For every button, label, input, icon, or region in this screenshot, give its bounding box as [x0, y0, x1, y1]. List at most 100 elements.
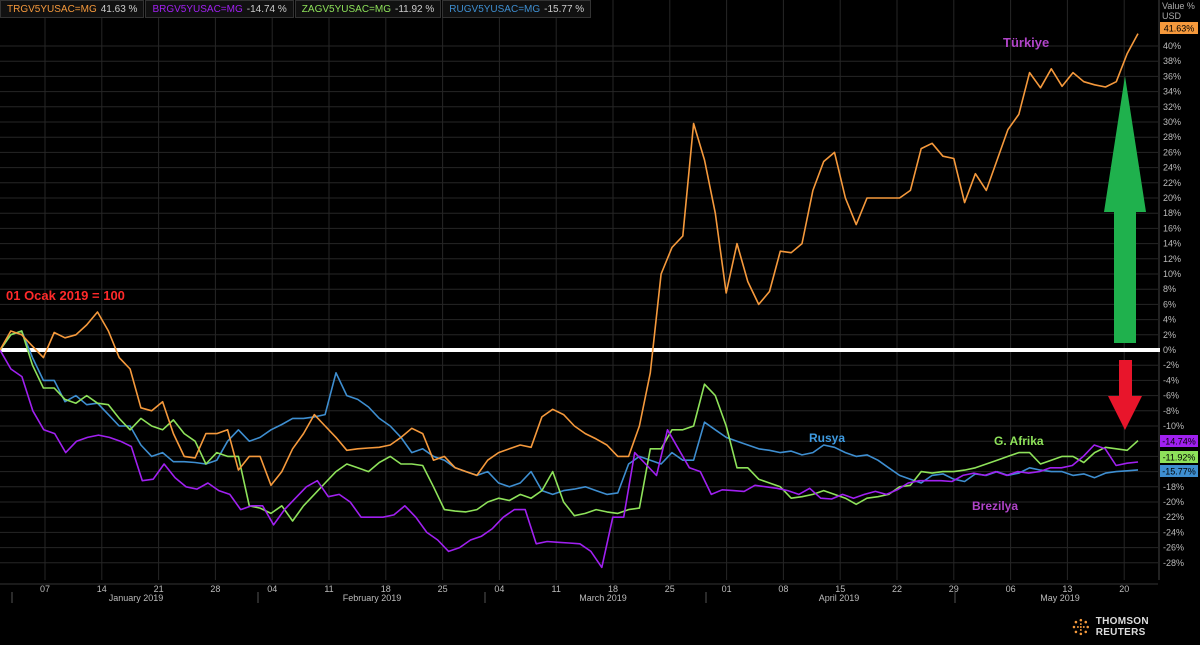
series-line-brgv5yusac-mg	[0, 349, 1139, 569]
x-tick-label: 04	[494, 584, 504, 594]
x-tick-label: 01	[722, 584, 732, 594]
y-tick-label: -6%	[1163, 391, 1179, 401]
x-tick-label: 07	[40, 584, 50, 594]
y-tick-label: 24%	[1163, 163, 1181, 173]
y-axis: 40% 38% 36% 34% 32% 30% 28% 26% 24% 22% 20% 18% 16% 1…	[1158, 0, 1184, 580]
last-value-tag-bg	[1160, 435, 1198, 447]
y-tick-label: 28%	[1163, 132, 1181, 142]
annotation-brezilya: Brezilya	[972, 499, 1018, 513]
y-tick-label: 8%	[1163, 284, 1176, 294]
y-tick-label: 14%	[1163, 239, 1181, 249]
last-value-tag-bg	[1160, 22, 1198, 34]
x-month-label: March 2019	[579, 593, 627, 603]
y-tick-label: 36%	[1163, 71, 1181, 81]
x-month-label: May 2019	[1040, 593, 1080, 603]
axis-caption-currency: USD	[1162, 11, 1182, 21]
y-tick-label: 32%	[1163, 102, 1181, 112]
x-tick-label: 20	[1119, 584, 1129, 594]
reuters-logo-icon	[1072, 618, 1089, 636]
last-value-tag-bg	[1160, 465, 1198, 477]
y-tick-label: -28%	[1163, 558, 1184, 568]
legend-code: RUGV5YUSAC=MG	[449, 4, 541, 15]
legend-item-rugv5yusac[interactable]: RUGV5YUSAC=MG -15.77 %	[442, 0, 592, 18]
x-tick-label: 25	[665, 584, 675, 594]
green-up-arrow	[1104, 76, 1146, 343]
y-tick-label: 6%	[1163, 299, 1176, 309]
annotation-baseline: 01 Ocak 2019 = 100	[6, 288, 125, 303]
x-tick-label: 28	[210, 584, 220, 594]
legend-value: -11.92 %	[395, 4, 435, 15]
y-tick-label: 4%	[1163, 315, 1176, 325]
x-tick-label: 08	[778, 584, 788, 594]
y-tick-label: 26%	[1163, 147, 1181, 157]
x-tick-label: 22	[892, 584, 902, 594]
x-tick-label: 18	[381, 584, 391, 594]
y-tick-label: 34%	[1163, 87, 1181, 97]
series-line-rugv5yusac-mg	[0, 330, 1139, 496]
y-tick-label: 22%	[1163, 178, 1181, 188]
last-value-tags: 41.63% -11.92% -14.74% -15.77%	[1160, 22, 1198, 477]
legend-item-brgv5yusac[interactable]: BRGV5YUSAC=MG -14.74 %	[145, 0, 294, 18]
legend-value: -15.77 %	[544, 4, 585, 15]
brand-logo: THOMSON REUTERS	[1072, 616, 1200, 638]
x-tick-label: 04	[267, 584, 277, 594]
legend-value: -14.74 %	[246, 4, 287, 15]
annotation-turkiye: Türkiye	[1003, 35, 1049, 50]
gridlines	[0, 0, 1158, 580]
y-tick-label: 12%	[1163, 254, 1181, 264]
last-value-tag: -11.92%	[1163, 453, 1196, 463]
series-line-trgv5yusac-mg	[0, 33, 1139, 487]
y-tick-label: -8%	[1163, 406, 1179, 416]
y-tick-label: -10%	[1163, 421, 1184, 431]
y-tick-label: 0%	[1163, 345, 1176, 355]
y-tick-label: -22%	[1163, 512, 1184, 522]
legend-value: 41.63 %	[100, 4, 138, 15]
x-tick-label: 11	[324, 584, 333, 594]
y-tick-label: 38%	[1163, 56, 1181, 66]
x-tick-label: 18	[608, 584, 618, 594]
last-value-tag-bg	[1160, 451, 1198, 463]
x-tick-label: 11	[552, 584, 561, 594]
y-tick-label: -2%	[1163, 360, 1179, 370]
x-month-label: April 2019	[819, 593, 860, 603]
y-tick-label: -24%	[1163, 527, 1184, 537]
y-tick-label: -18%	[1163, 482, 1184, 492]
axis-caption-value: Value %	[1162, 1, 1195, 11]
legend-item-trgv5yusac[interactable]: TRGV5YUSAC=MG 41.63 %	[0, 0, 145, 18]
legend-code: BRGV5YUSAC=MG	[152, 4, 243, 15]
y-tick-label: -20%	[1163, 497, 1184, 507]
y-tick-label: 30%	[1163, 117, 1181, 127]
x-tick-label: 13	[1062, 584, 1072, 594]
x-tick-label: 06	[1006, 584, 1016, 594]
annotation-rusya: Rusya	[809, 431, 845, 445]
axis-caption: Value % USD	[1162, 1, 1195, 21]
legend: TRGV5YUSAC=MG 41.63 % BRGV5YUSAC=MG -14.74…	[0, 0, 592, 20]
y-tick-label: -4%	[1163, 375, 1179, 385]
y-tick-label: 40%	[1163, 41, 1181, 51]
x-axis: 07 14 21 28 04 11 18 25 04 11 18 25 01 08 15 22 29 06 13 20…	[0, 583, 1158, 603]
x-month-label: February 2019	[343, 593, 402, 603]
x-tick-label: 14	[97, 584, 107, 594]
y-tick-label: 20%	[1163, 193, 1181, 203]
y-tick-label: 2%	[1163, 330, 1176, 340]
last-value-tag: -15.77%	[1162, 467, 1196, 477]
last-value-tag: -14.74%	[1162, 437, 1196, 447]
y-tick-label: 10%	[1163, 269, 1181, 279]
legend-code: ZAGV5YUSAC=MG	[301, 4, 391, 15]
annotation-g-afrika: G. Afrika	[994, 434, 1044, 448]
x-tick-label: 15	[835, 584, 845, 594]
series-lines	[0, 33, 1139, 569]
y-tick-label: -26%	[1163, 543, 1184, 553]
x-month-label: January 2019	[109, 593, 164, 603]
y-tick-label: 16%	[1163, 223, 1181, 233]
x-tick-label: 21	[154, 584, 164, 594]
y-tick-label: 18%	[1163, 208, 1181, 218]
last-value-tag: 41.63%	[1164, 24, 1195, 34]
series-line-zagv5yusac-mg	[0, 330, 1139, 522]
legend-item-zagv5yusac[interactable]: ZAGV5YUSAC=MG -11.92 %	[294, 0, 442, 18]
x-tick-label: 25	[438, 584, 448, 594]
red-down-arrow	[1108, 360, 1142, 430]
x-tick-label: 29	[949, 584, 959, 594]
brand-text: THOMSON REUTERS	[1095, 616, 1149, 638]
